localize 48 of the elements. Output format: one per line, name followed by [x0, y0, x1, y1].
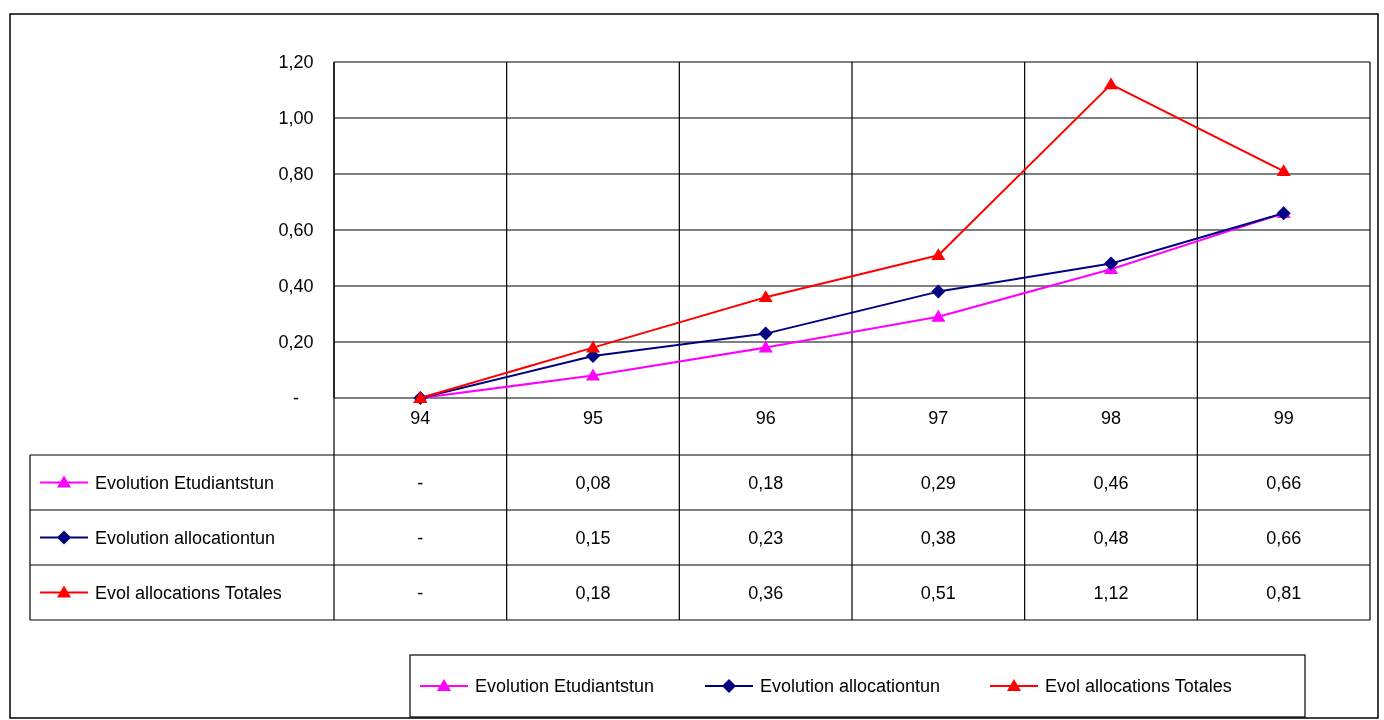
data-label: 0,66	[1266, 472, 1302, 493]
data-label: -	[417, 472, 424, 493]
y-tick-label: 0,40	[278, 276, 314, 297]
data-label: 0,18	[575, 582, 611, 603]
data-label: 0,81	[1266, 582, 1302, 603]
data-label: 0,08	[575, 472, 611, 493]
x-tick-label: 95	[582, 408, 604, 428]
text: Evol allocations Totales	[1045, 676, 1232, 697]
y-tick-label: 0,80	[278, 164, 314, 185]
data-label: 0,15	[575, 527, 611, 548]
point	[758, 290, 773, 303]
data-label: 0,23	[748, 527, 784, 548]
data-label: 0,29	[920, 472, 956, 493]
y-tick-label: -	[293, 388, 299, 409]
text: Evolution allocationtun	[760, 676, 941, 697]
data-label: 0,48	[1093, 527, 1129, 548]
x-tick-label: 98	[1100, 408, 1122, 428]
legend-label: Evol allocations Totales	[95, 582, 282, 603]
y-tick-label: 1,00	[278, 108, 314, 129]
data-label: 0,36	[748, 582, 784, 603]
data-label: 0,66	[1266, 527, 1302, 548]
data-label: 0,38	[920, 527, 956, 548]
data-label: 0,51	[920, 582, 956, 603]
point	[1104, 256, 1118, 271]
point	[931, 284, 946, 299]
point	[758, 340, 773, 353]
point	[1104, 77, 1118, 90]
x-tick-label: 94	[410, 408, 431, 428]
point	[931, 248, 946, 261]
y-tick-label: 0,20	[278, 332, 314, 353]
text: Evolution Etudiantstun	[475, 676, 655, 697]
x-tick-label: 99	[1273, 408, 1294, 428]
legend-label: Evolution allocationtun	[95, 527, 276, 548]
y-tick-label: 0,60	[278, 220, 314, 241]
data-label: 1,12	[1093, 582, 1129, 603]
x-tick-label: 97	[928, 408, 949, 428]
x-tick-label: 96	[755, 408, 776, 428]
data-label: 0,46	[1093, 472, 1129, 493]
legend-label: Evolution Etudiantstun	[95, 472, 275, 493]
point	[586, 368, 600, 381]
point	[931, 309, 946, 322]
y-tick-label: 1,20	[278, 52, 314, 73]
data-label: 0,18	[748, 472, 784, 493]
point	[758, 326, 773, 341]
data-label: -	[417, 582, 424, 603]
point	[586, 340, 600, 353]
data-label: -	[417, 527, 424, 548]
point	[1276, 164, 1291, 177]
